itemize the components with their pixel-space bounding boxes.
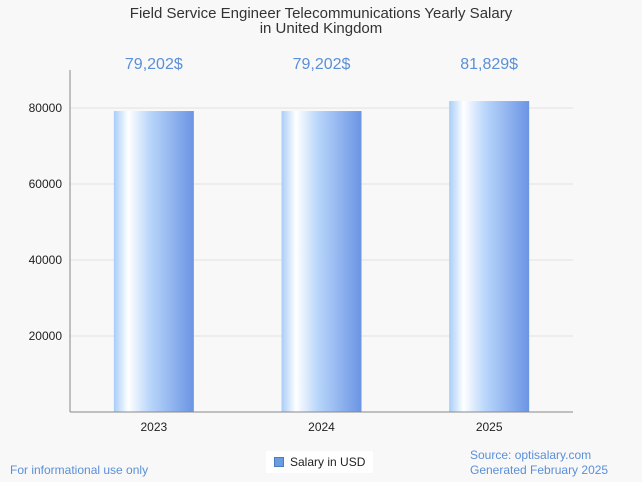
data-label-2025: 81,829$ [460,56,518,73]
labels: 20000 40000 60000 80000 79,202$ 2023 79,202$ 20… [29,56,519,434]
bar-2024 [281,111,362,412]
bars [113,101,530,412]
axes [69,70,573,413]
bar-2023 [113,111,194,412]
y-tick-label-1: 40000 [29,253,63,267]
legend[interactable]: Salary in USD [266,451,374,473]
legend-label: Salary in USD [290,455,366,469]
x-tick-label-2024: 2024 [308,420,335,434]
legend-swatch [274,457,284,467]
bar-2025 [449,101,530,412]
source-note: Source: optisalary.com Generated Februar… [470,448,608,478]
chart-title-line-1: Field Service Engineer Telecommunication… [130,5,513,22]
y-tick-label-3: 80000 [29,101,63,115]
x-tick-label-2023: 2023 [140,420,167,434]
x-tick-label-2025: 2025 [476,420,503,434]
generated-text: Generated February 2025 [470,463,609,477]
chart-title-line-2: in United Kingdom [260,20,383,37]
y-tick-label-0: 20000 [29,329,63,343]
y-tick-label-2: 60000 [29,177,63,191]
data-label-2024: 79,202$ [293,56,351,73]
informational-note: For informational use only [10,463,149,477]
source-text: Source: optisalary.com [470,448,592,462]
data-label-2023: 79,202$ [125,56,183,73]
